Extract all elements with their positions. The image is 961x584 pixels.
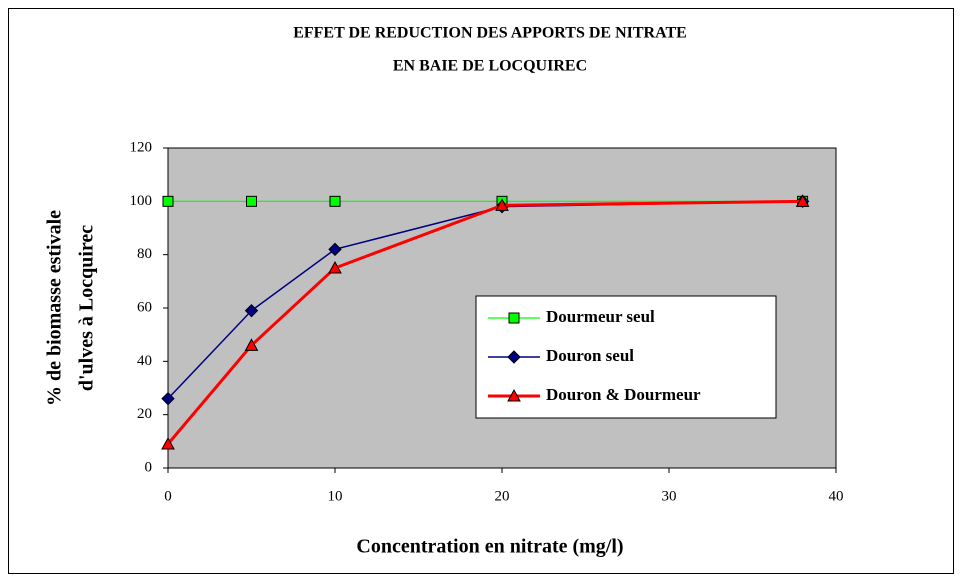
marker [162,195,174,207]
y-tick-label: 120 [130,139,153,155]
chart-title: EN BAIE DE LOCQUIREC [393,58,587,75]
legend-marker [507,388,521,402]
legend-marker [507,350,521,364]
legend-label: Douron & Dourmeur [546,385,701,404]
legend-label: Douron seul [546,346,634,365]
x-tick-label: 10 [328,488,343,504]
marker [246,195,257,207]
marker [328,260,342,274]
x-axis-label: Concentration en nitrate (mg/l) [356,536,623,558]
marker [244,338,259,351]
y-tick-label: 0 [145,459,153,475]
y-tick-label: 60 [137,299,152,315]
x-tick-label: 40 [829,488,844,504]
y-tick-label: 40 [137,353,152,369]
x-tick-label: 0 [164,488,172,504]
marker [161,436,175,450]
marker [795,194,810,207]
x-tick-label: 20 [495,488,510,504]
marker [329,195,341,207]
y-tick-label: 80 [137,246,152,262]
marker [244,303,259,318]
legend-marker [508,312,520,324]
legend-label: Dourmeur seul [546,307,655,326]
marker [328,242,342,257]
marker [161,391,175,406]
chart-title: EFFET DE REDUCTION DES APPORTS DE NITRAT… [293,25,687,42]
marker [495,198,509,211]
y-axis-label: d'ulves à Locquirec [76,225,98,391]
y-tick-label: 100 [130,193,153,209]
y-axis-label: % de biomasse estivale [44,210,66,406]
x-tick-label: 30 [662,488,677,504]
y-tick-label: 20 [137,406,152,422]
